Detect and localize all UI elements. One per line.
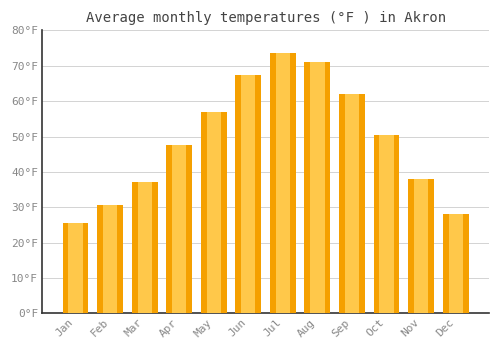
Bar <box>442 214 468 313</box>
Bar <box>201 112 226 313</box>
Bar <box>138 182 152 313</box>
Bar <box>414 179 428 313</box>
Bar <box>374 135 400 313</box>
Bar <box>166 145 192 313</box>
Title: Average monthly temperatures (°F ) in Akron: Average monthly temperatures (°F ) in Ak… <box>86 11 446 25</box>
Bar <box>345 94 359 313</box>
Bar <box>304 62 330 313</box>
Bar <box>172 145 186 313</box>
Bar <box>97 205 123 313</box>
Bar <box>408 179 434 313</box>
Bar <box>62 223 88 313</box>
Bar <box>380 135 394 313</box>
Bar <box>241 75 256 313</box>
Bar <box>206 112 221 313</box>
Bar <box>132 182 158 313</box>
Bar <box>276 54 290 313</box>
Bar <box>68 223 82 313</box>
Bar <box>310 62 324 313</box>
Bar <box>339 94 365 313</box>
Bar <box>270 54 296 313</box>
Bar <box>103 205 117 313</box>
Bar <box>448 214 463 313</box>
Bar <box>236 75 262 313</box>
